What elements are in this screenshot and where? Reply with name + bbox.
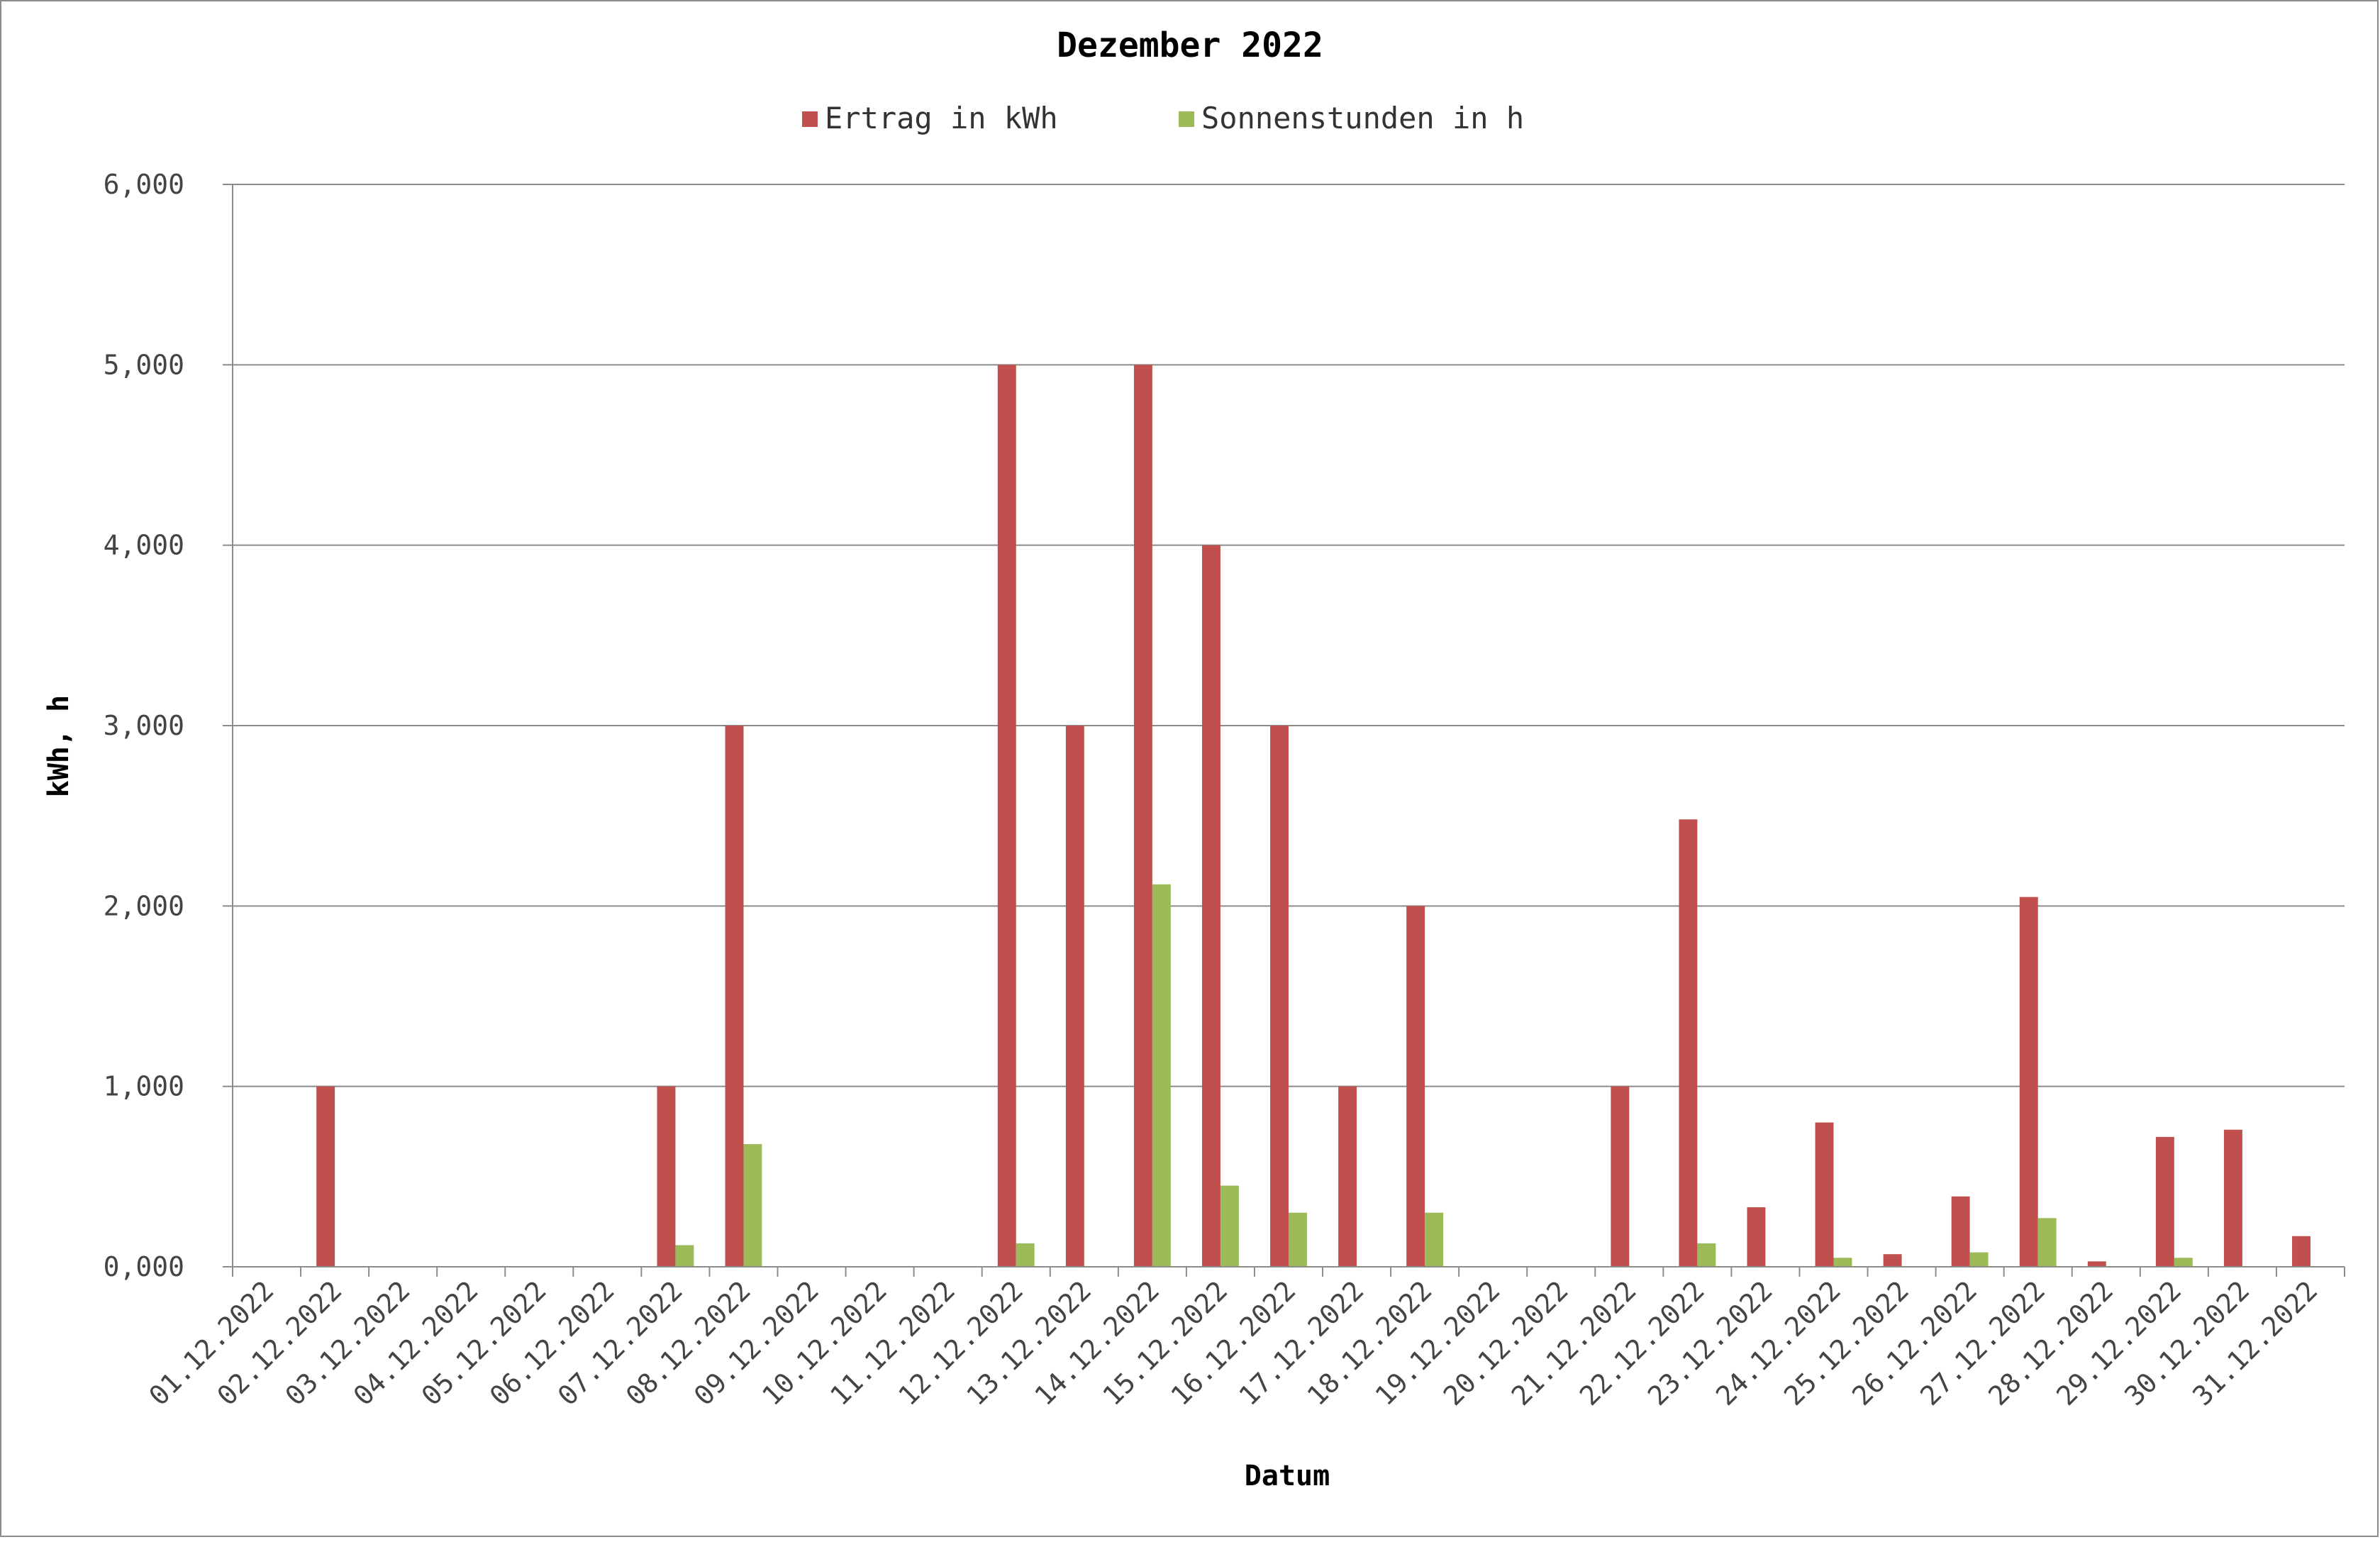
bar-ertrag	[1133, 365, 1152, 1268]
bar-sonnenstunden	[1220, 1185, 1239, 1267]
bar-sonnenstunden	[1425, 1212, 1444, 1267]
x-axis-title: Datum	[1245, 1460, 1330, 1492]
y-tick-label: 2,000	[104, 890, 184, 921]
bar-sonnenstunden	[2174, 1258, 2193, 1267]
y-tick-label: 1,000	[104, 1071, 184, 1102]
legend-swatch-sonnenstunden	[1179, 111, 1194, 127]
bar-ertrag	[1406, 906, 1425, 1267]
bar-ertrag	[2087, 1261, 2106, 1267]
gridlines	[223, 184, 2345, 1268]
bar-ertrag	[2155, 1136, 2174, 1267]
bar-ertrag	[1883, 1254, 1902, 1267]
bar-sonnenstunden	[1697, 1243, 1716, 1267]
bar-ertrag	[1270, 726, 1289, 1267]
y-tick-label: 5,000	[104, 349, 184, 380]
y-tick-label: 0,000	[104, 1251, 184, 1282]
chart-title: Dezember 2022	[1057, 26, 1323, 65]
bar-ertrag	[1611, 1086, 1630, 1267]
bar-ertrag	[316, 1086, 335, 1267]
bar-sonnenstunden	[675, 1245, 694, 1267]
y-tick-label: 6,000	[104, 169, 184, 200]
bar-ertrag	[1679, 819, 1698, 1267]
bar-sonnenstunden	[1016, 1243, 1035, 1267]
bar-ertrag	[1951, 1196, 1970, 1267]
y-tick-label: 3,000	[104, 710, 184, 741]
bar-sonnenstunden	[1969, 1252, 1989, 1267]
bar-sonnenstunden	[2037, 1218, 2057, 1267]
y-tick-label: 4,000	[104, 530, 184, 561]
y-tick-labels: 0,000 1,000 2,000 3,000 4,000 5,000 6,000	[104, 169, 184, 1282]
bar-sonnenstunden	[1152, 884, 1171, 1267]
bar-sonnenstunden	[1289, 1212, 1307, 1267]
bar-ertrag	[2019, 897, 2038, 1267]
bar-ertrag	[2292, 1236, 2311, 1267]
axes	[232, 184, 2345, 1277]
bar-ertrag	[1338, 1086, 1357, 1267]
bar-ertrag	[1065, 726, 1084, 1267]
legend-swatch-ertrag	[802, 111, 818, 127]
bar-ertrag	[1747, 1207, 1766, 1267]
bars	[316, 365, 2311, 1268]
legend-label-sonnenstunden: Sonnenstunden in h	[1201, 101, 1524, 135]
bar-sonnenstunden	[1833, 1258, 1852, 1267]
bar-ertrag	[2223, 1129, 2242, 1267]
bar-ertrag	[997, 365, 1016, 1268]
bar-ertrag	[1815, 1122, 1834, 1267]
bar-ertrag	[725, 726, 744, 1267]
legend-label-ertrag: Ertrag in kWh	[825, 101, 1058, 135]
bar-ertrag	[657, 1086, 676, 1267]
bar-ertrag	[1201, 545, 1220, 1267]
legend: Ertrag in kWh Sonnenstunden in h	[802, 101, 1524, 135]
y-axis-title: kWh, h	[43, 695, 75, 798]
bar-sonnenstunden	[743, 1144, 762, 1267]
